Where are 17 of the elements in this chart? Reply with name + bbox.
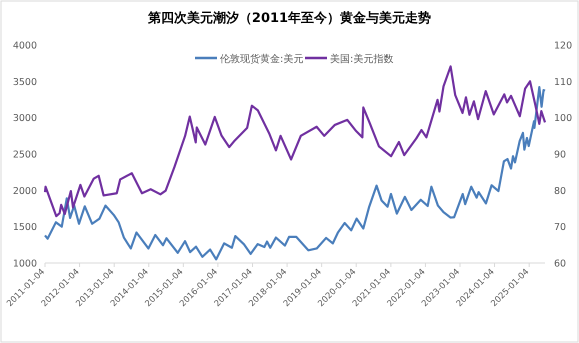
legend-label: 美国:美元指数 [330, 53, 394, 65]
legend-label: 伦敦现货黄金:美元 [220, 53, 304, 65]
y-tick-label: 3000 [12, 113, 37, 124]
y2-tick-label: 80 [554, 186, 566, 197]
y-tick-label: 1500 [12, 222, 37, 234]
y2-tick-label: 110 [554, 76, 572, 88]
y2-tick-label: 100 [554, 113, 572, 124]
y2-tick-label: 70 [554, 222, 566, 234]
chart-title: 第四次美元潮汐（2011年至今）黄金与美元走势 [146, 10, 432, 26]
y2-tick-label: 60 [554, 258, 566, 270]
y2-tick-label: 120 [554, 40, 572, 52]
y2-tick-label: 90 [554, 150, 566, 160]
y-tick-label: 2000 [12, 186, 37, 197]
y-tick-label: 2500 [12, 150, 37, 160]
y-tick-label: 1000 [12, 258, 37, 270]
y-tick-label: 4000 [12, 40, 37, 52]
y-tick-label: 3500 [12, 76, 37, 88]
